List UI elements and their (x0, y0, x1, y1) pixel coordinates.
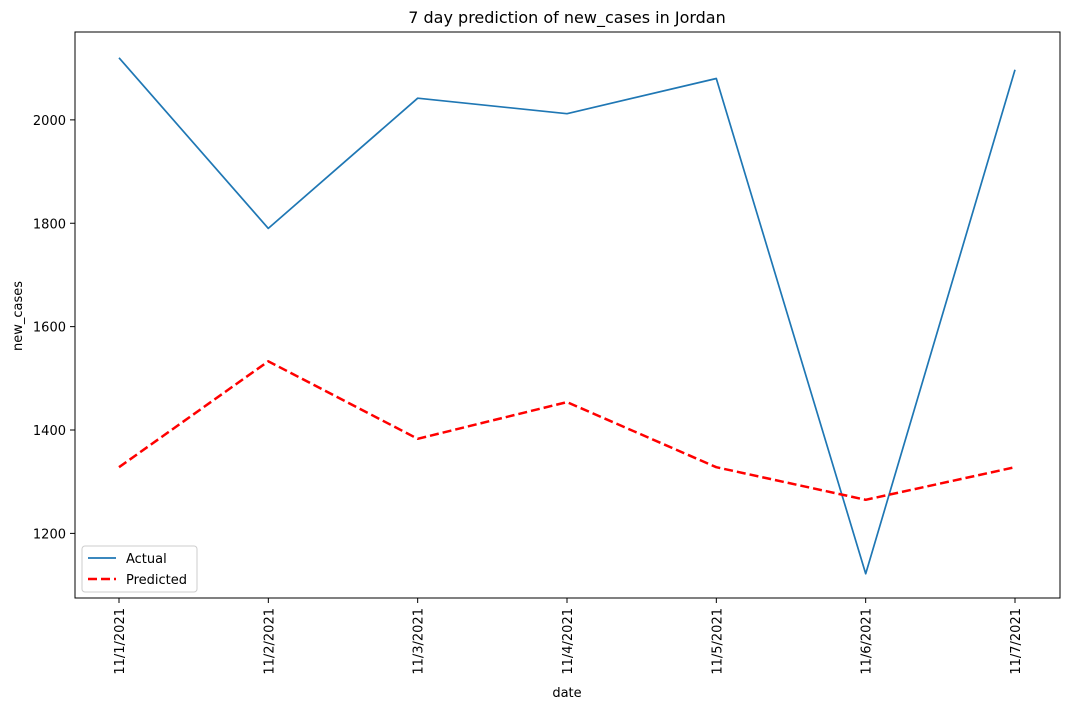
plot-frame (74, 31, 1061, 599)
data-point-actual (1013, 68, 1017, 72)
data-point-predicted (416, 437, 420, 441)
data-point-predicted (864, 498, 868, 502)
y-tick-label: 1400 (33, 424, 66, 439)
x-tick-label: 11/7/2021 (1009, 608, 1024, 675)
y-tick-label: 2000 (33, 114, 66, 129)
data-point-predicted (714, 465, 718, 469)
data-point-predicted (1013, 465, 1017, 469)
legend-label-actual: Actual (126, 552, 167, 567)
y-tick-label: 1800 (33, 217, 66, 232)
y-tick-label: 1600 (33, 321, 66, 336)
chart-marks: 1200 1400 1600 1800 2000 11/1/2021 11/2/2021 11… (33, 56, 1024, 675)
y-axis-label: new_cases (11, 281, 26, 351)
chart-title: 7 day prediction of new_cases in Jordan (408, 8, 726, 28)
data-point-predicted (565, 400, 569, 404)
x-tick-label: 11/3/2021 (412, 608, 427, 675)
data-point-predicted (117, 465, 121, 469)
data-point-actual (864, 572, 868, 576)
data-point-actual (266, 226, 270, 230)
data-point-actual (117, 56, 121, 60)
y-tick-label: 1200 (33, 527, 66, 542)
legend-label-predicted: Predicted (126, 573, 187, 588)
x-tick-label: 11/2/2021 (262, 608, 277, 675)
data-point-predicted (266, 359, 270, 363)
x-tick-label: 11/6/2021 (860, 608, 875, 675)
data-point-actual (565, 112, 569, 116)
x-tick-label: 11/5/2021 (710, 608, 725, 675)
x-tick-label: 11/1/2021 (113, 608, 128, 675)
data-point-actual (714, 77, 718, 81)
series-line-predicted (118, 360, 1016, 502)
x-tick-label: 11/4/2021 (561, 608, 576, 675)
legend: Actual Predicted (81, 545, 198, 593)
data-point-actual (416, 96, 420, 100)
x-axis-label: date (552, 686, 581, 701)
series-line-actual (118, 57, 1016, 575)
